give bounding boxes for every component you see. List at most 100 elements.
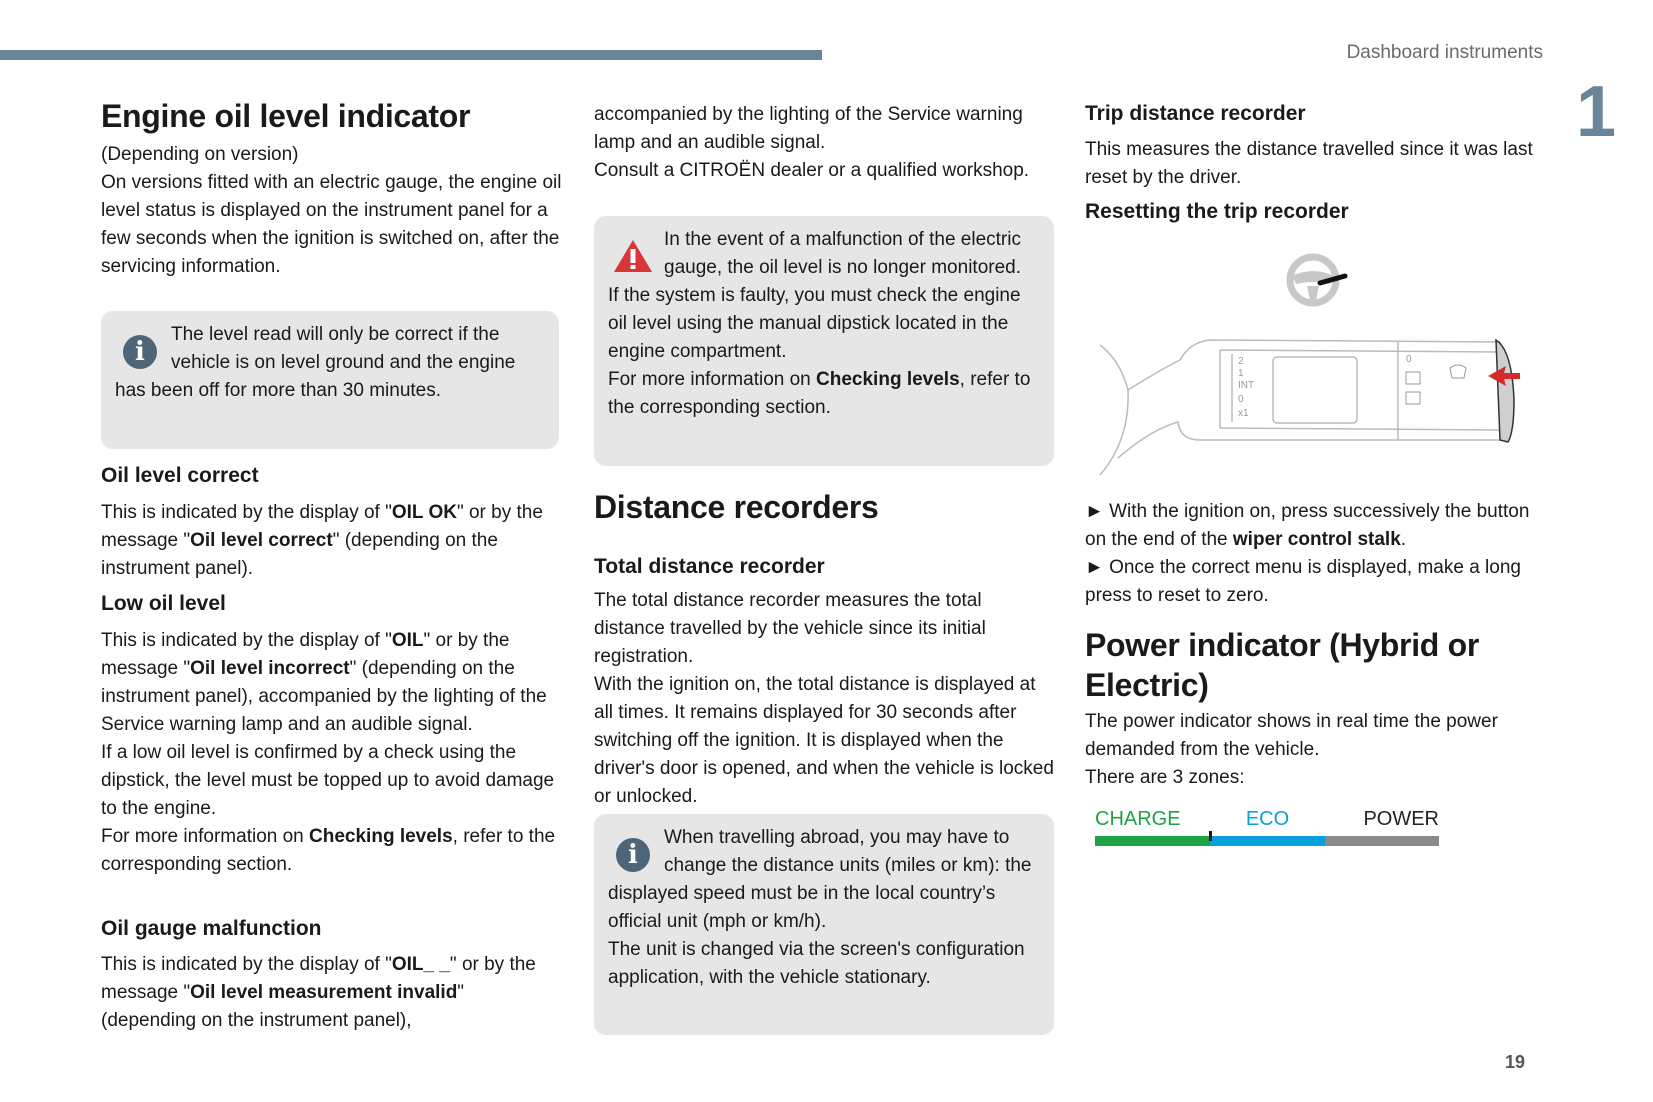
info-icon: i <box>608 824 664 880</box>
steering-wheel-icon <box>1286 253 1348 307</box>
text: , refer to the corresponding section. <box>608 369 1031 418</box>
text: There are 3 zones: <box>1085 767 1245 788</box>
engine-oil-intro: (Depending on version) On versions fitted… <box>101 141 563 281</box>
bold-text: OIL OK <box>391 502 457 523</box>
paragraph: Consult a CITROËN dealer or a qualified … <box>594 157 1054 185</box>
stalk-end-button <box>1495 338 1515 443</box>
subheading: Total distance recorder <box>594 555 825 578</box>
paragraph: When travelling abroad, you may have to … <box>608 824 1040 936</box>
text: The unit is changed via the screen's con… <box>608 939 1025 988</box>
text: " or by the message " <box>101 954 536 1003</box>
red-arrow-icon <box>1488 366 1520 386</box>
paragraph: The total distance recorder measures the… <box>594 587 1054 671</box>
bold-text: Oil level measurement invalid <box>190 982 458 1003</box>
chapter-number: 1 <box>1576 72 1617 152</box>
paragraph: The unit is changed via the screen's con… <box>608 936 1040 992</box>
gauge-malfunction-text: This is indicated by the display of "OIL… <box>101 951 563 1035</box>
paragraph: For more information on Checking levels,… <box>101 823 563 879</box>
text: . <box>1400 529 1407 550</box>
reset-heading-block: Resetting the trip recorder <box>1085 198 1547 226</box>
total-distance-heading-block: Total distance recorder <box>594 553 1054 581</box>
text: Consult a CITROËN dealer or a qualified … <box>594 160 1030 181</box>
page-heading: Engine oil level indicator <box>101 98 471 134</box>
text: " (depending on the instrument panel), <box>101 982 465 1031</box>
paragraph: There are 3 zones: <box>1085 764 1547 792</box>
text: " (depending on the instrument panel), a… <box>101 658 547 735</box>
distance-title-block: Distance recorders <box>594 487 1054 527</box>
paragraph: If a low oil level is confirmed by a che… <box>101 739 563 823</box>
text: On versions fitted with an electric gaug… <box>101 172 562 277</box>
bold-text: Oil level correct <box>190 530 333 551</box>
total-distance-text: The total distance recorder measures the… <box>594 587 1054 811</box>
zone-label-eco: ECO <box>1245 808 1290 830</box>
gauge-malfunction-heading-block: Oil gauge malfunction <box>101 915 563 943</box>
subheading: Trip distance recorder <box>1085 102 1306 125</box>
paragraph: ► Once the correct menu is displayed, ma… <box>1085 554 1547 610</box>
stalk-label: x1 <box>1238 408 1249 419</box>
subheading: Resetting the trip recorder <box>1085 200 1349 223</box>
text: " or by the message " <box>101 502 543 551</box>
paragraph: This is indicated by the display of "OIL… <box>101 499 563 583</box>
zone-label-charge: CHARGE <box>1095 808 1181 830</box>
text: ► Once the correct menu is displayed, ma… <box>1085 557 1521 606</box>
subheading: Oil level correct <box>101 464 259 487</box>
text: For more information on <box>608 369 817 390</box>
text: This is indicated by the display of " <box>101 630 392 651</box>
zone-label-power: POWER <box>1363 808 1439 830</box>
section-title: Dashboard instruments <box>1346 42 1543 63</box>
oil-correct-heading-block: Oil level correct <box>101 462 563 490</box>
text: accompanied by the lighting of the Servi… <box>594 104 1023 153</box>
text: In the event of a malfunction of the ele… <box>664 229 1022 278</box>
paragraph: (Depending on version) <box>101 141 563 169</box>
text: (Depending on version) <box>101 144 299 165</box>
bold-text: Oil level incorrect <box>190 658 350 679</box>
power-title-block: Power indicator (Hybrid or Electric) <box>1085 625 1547 705</box>
text: The total distance recorder measures the… <box>594 590 986 667</box>
zone-bar-power <box>1324 836 1439 846</box>
text: The level read will only be correct if t… <box>115 324 516 401</box>
text: This is indicated by the display of " <box>101 954 392 975</box>
text: ► With the ignition on, press successive… <box>1085 501 1530 550</box>
subheading: Oil gauge malfunction <box>101 917 322 940</box>
low-oil-heading-block: Low oil level <box>101 590 563 618</box>
bold-text: Checking levels <box>816 369 960 390</box>
info-box: i The level read will only be correct if… <box>101 311 559 449</box>
section-heading: Power indicator (Hybrid or Electric) <box>1085 627 1480 703</box>
paragraph: With the ignition on, the total distance… <box>594 671 1054 811</box>
text: For more information on <box>101 826 310 847</box>
stalk-label: 0 <box>1238 394 1244 405</box>
bold-text: wiper control stalk <box>1232 529 1401 550</box>
paragraph: This is indicated by the display of "OIL… <box>101 951 563 1035</box>
trip-heading-block: Trip distance recorder <box>1085 100 1547 128</box>
text: " or by the message " <box>101 630 510 679</box>
paragraph: This measures the distance travelled sin… <box>1085 136 1547 192</box>
warning-icon <box>608 226 664 282</box>
paragraph: This is indicated by the display of "OIL… <box>101 627 563 739</box>
text: If the system is faulty, you must check … <box>608 285 1021 362</box>
text: " (depending on the instrument panel). <box>101 530 498 579</box>
stalk-label: INT <box>1238 380 1254 391</box>
paragraph: In the event of a malfunction of the ele… <box>608 226 1040 282</box>
zone-bar-charge <box>1095 836 1211 846</box>
zone-bar-eco <box>1210 836 1325 846</box>
text: , refer to the corresponding section. <box>101 826 556 875</box>
low-oil-text: This is indicated by the display of "OIL… <box>101 627 563 879</box>
info-icon: i <box>115 321 171 377</box>
header-accent-bar <box>0 50 822 60</box>
paragraph: If the system is faulty, you must check … <box>608 282 1040 366</box>
zone-marker <box>1209 831 1213 841</box>
page-number: 19 <box>1505 1052 1526 1072</box>
paragraph: On versions fitted with an electric gaug… <box>101 169 563 281</box>
text: This measures the distance travelled sin… <box>1085 139 1533 188</box>
bold-text: Checking levels <box>309 826 453 847</box>
trip-text: This measures the distance travelled sin… <box>1085 136 1547 192</box>
wiper-stalk-illustration: 2 1 INT 0 x1 0 <box>1099 253 1520 476</box>
bold-text: OIL_ _ <box>391 954 450 975</box>
subheading: Low oil level <box>101 592 226 615</box>
info-box: i When travelling abroad, you may have t… <box>594 814 1054 1035</box>
section-heading: Distance recorders <box>594 489 879 525</box>
paragraph: accompanied by the lighting of the Servi… <box>594 101 1054 157</box>
reset-steps: ► With the ignition on, press successive… <box>1085 498 1547 610</box>
warning-box: In the event of a malfunction of the ele… <box>594 216 1054 466</box>
paragraph: The power indicator shows in real time t… <box>1085 708 1547 764</box>
